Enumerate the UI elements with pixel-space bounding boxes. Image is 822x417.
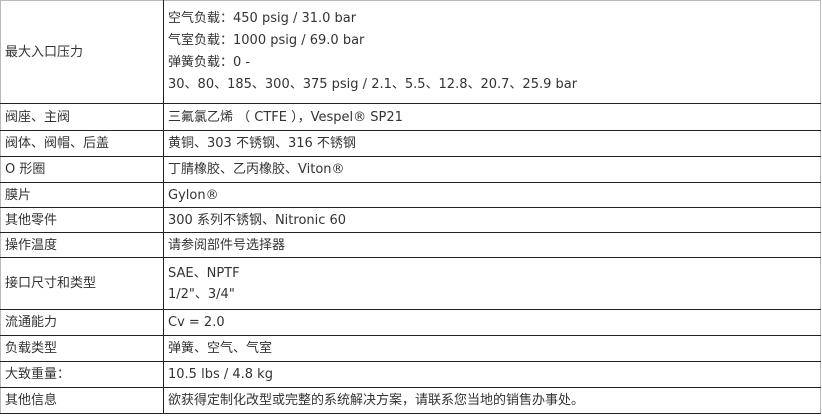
spec-row: 负载类型 弹簧、空气、气室 [0,335,821,362]
spec-row: O 形圈 丁腈橡胶、乙丙橡胶、Viton® [0,156,821,183]
spec-label: 其他零件 [0,207,164,233]
spec-value-line: 三氟氯乙烯 （ CTFE ），Vespel® SP21 [168,109,403,125]
spec-value: Cv = 2.0 [163,309,821,336]
spec-label: 阀座、主阀 [0,103,164,131]
spec-value-line: 弹簧负载：0 - [168,55,251,70]
spec-row: 阀体、阀帽、后盖 黄铜、303 不锈钢、316 不锈钢 [0,130,821,157]
spec-value-line: 请参阅部件号选择器 [168,237,286,253]
spec-value: 黄铜、303 不锈钢、316 不锈钢 [163,130,821,157]
spec-value: 300 系列不锈钢、Nitronic 60 [163,207,821,233]
spec-value-line: 300 系列不锈钢、Nitronic 60 [168,212,347,228]
spec-label: 阀体、阀帽、后盖 [0,130,164,157]
spec-value: 10.5 lbs / 4.8 kg [163,361,821,388]
spec-label: 流通能力 [0,309,164,336]
spec-value-line: 丁腈橡胶、乙丙橡胶、Viton® [168,162,345,177]
spec-value-line: SAE、NPTF [168,265,240,281]
spec-value: 丁腈橡胶、乙丙橡胶、Viton® [163,156,821,183]
spec-value-line: 1/2"、3/4" [168,286,235,302]
spec-value-line: 空气负载：450 psig / 31.0 bar [168,11,357,26]
spec-value-line: 30、80、185、300、375 psig / 2.1、5.5、12.8、20… [168,77,578,92]
spec-label: 膜片 [0,182,164,208]
spec-value: Gylon® [163,182,821,208]
spec-value-line: 弹簧、空气、气室 [168,341,273,356]
spec-value-line: 气室负载：1000 psig / 69.0 bar [168,33,365,48]
spec-row: 流通能力 Cv = 2.0 [0,309,821,336]
spec-row: 膜片 Gylon® [0,182,821,208]
spec-label: 操作温度 [0,232,164,258]
spec-row: 阀座、主阀 三氟氯乙烯 （ CTFE ），Vespel® SP21 [0,103,821,131]
spec-value-line: Cv = 2.0 [168,315,225,330]
spec-value-line: 10.5 lbs / 4.8 kg [168,367,273,382]
spec-label: O 形圈 [0,156,164,183]
spec-label: 其他信息 [0,387,164,414]
spec-row: 其他零件 300 系列不锈钢、Nitronic 60 [0,207,821,233]
spec-label: 最大入口压力 [0,0,164,104]
spec-value-line: Gylon® [168,187,219,203]
spec-value: 三氟氯乙烯 （ CTFE ），Vespel® SP21 [163,103,821,131]
spec-row: 最大入口压力 空气负载：450 psig / 31.0 bar 气室负载：1000 … [0,0,821,104]
spec-value: SAE、NPTF 1/2"、3/4" [163,257,821,310]
spec-label: 接口尺寸和类型 [0,257,164,310]
spec-row: 操作温度 请参阅部件号选择器 [0,232,821,258]
spec-value: 弹簧、空气、气室 [163,335,821,362]
spec-row: 接口尺寸和类型 SAE、NPTF 1/2"、3/4" [0,257,821,310]
spec-row: 大致重量： 10.5 lbs / 4.8 kg [0,361,821,388]
spec-label: 大致重量： [0,361,164,388]
spec-value-line: 欲获得定制化改型或完整的系统解决方案，请联系您当地的销售办事处。 [168,393,585,408]
spec-value: 请参阅部件号选择器 [163,232,821,258]
spec-value: 欲获得定制化改型或完整的系统解决方案，请联系您当地的销售办事处。 [163,387,821,414]
spec-value-line: 黄铜、303 不锈钢、316 不锈钢 [168,136,356,151]
spec-row: 其他信息 欲获得定制化改型或完整的系统解决方案，请联系您当地的销售办事处。 [0,387,821,414]
spec-label: 负载类型 [0,335,164,362]
spec-value: 空气负载：450 psig / 31.0 bar 气室负载：1000 psig /… [163,0,821,104]
